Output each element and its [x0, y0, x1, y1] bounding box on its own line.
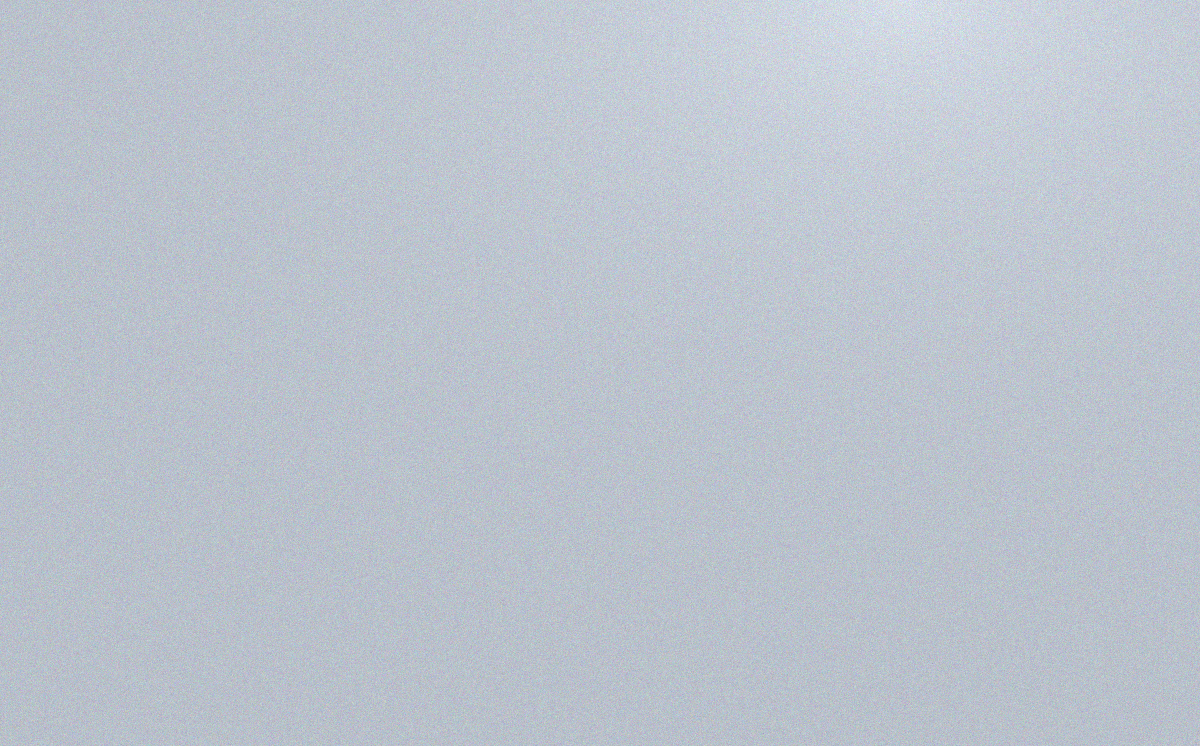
- Text: was consumed after titration.: was consumed after titration.: [30, 648, 644, 690]
- Text: Calculate the concentration of an HCl sample with an unknown: Calculate the concentration of an HCl sa…: [30, 538, 1200, 580]
- Text: 250 mL flask and titrated with the adjusted NaOH solution.: 250 mL flask and titrated with the adjus…: [30, 483, 1200, 524]
- Text: and titrated with H2C2O4 prepared as 0.05 M. The turning point was: and titrated with H2C2O4 prepared as 0.0…: [30, 262, 1200, 304]
- Text: prepared in the first step. Then, 50 mL of NaOH prepared as 0.1 M: prepared in the first step. Then, 50 mL …: [30, 151, 1200, 193]
- Text: observed when 26 mL of H2C2O4 was consumed in the titration: observed when 26 mL of H2C2O4 was consum…: [30, 317, 1200, 359]
- Text: sample of unknown concentration, 0.1 M NaOH solution was: sample of unknown concentration, 0.1 M N…: [30, 96, 1200, 138]
- Text: solution and 5 drops of phenolphthalein solution were added to a: solution and 5 drops of phenolphthalein …: [30, 427, 1200, 469]
- Text: 4. In an experiment to determine the concentration of an HCl: 4. In an experiment to determine the con…: [30, 41, 1200, 83]
- Text: concentration, since it is determined that 16 mL of NaOH solution: concentration, since it is determined th…: [30, 593, 1200, 635]
- Text: and 5 drops of methylorange indicator were added to a 250 mL flask: and 5 drops of methylorange indicator we…: [30, 207, 1200, 248]
- Text: process. In the second step, 50 mL of a non-concentrated HCl: process. In the second step, 50 mL of a …: [30, 372, 1200, 414]
